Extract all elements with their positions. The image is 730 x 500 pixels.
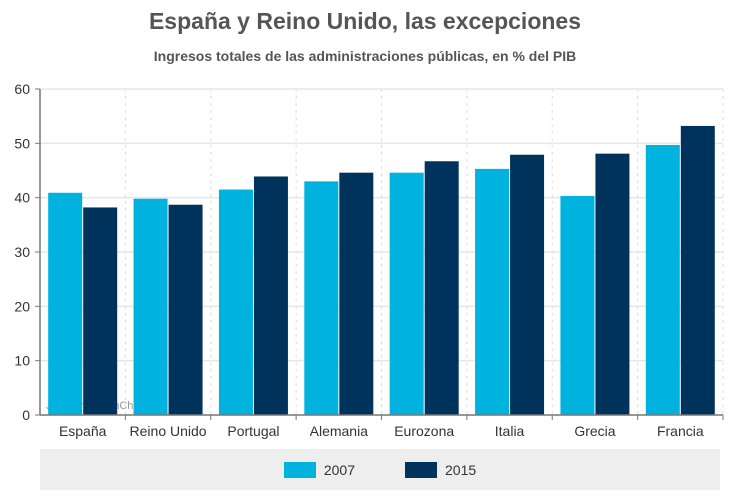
y-tick-label: 60 [14,81,30,97]
bar-2015 [83,207,118,415]
x-tick-label: Grecia [574,423,615,439]
bar-2015 [339,172,374,415]
legend: 2007 2015 [40,449,720,490]
bar-2015 [510,154,545,415]
bar-2015 [253,176,288,415]
x-tick-label: Portugal [227,423,279,439]
bar-2007 [133,198,168,415]
y-tick-label: 40 [14,190,30,206]
legend-item-2015[interactable]: 2015 [405,461,477,478]
legend-swatch [405,461,437,478]
y-tick-label: 10 [14,353,30,369]
x-tick-label: España [59,423,107,439]
y-tick-label: 50 [14,135,30,151]
bar-2015 [680,125,715,416]
bar-2007 [560,196,595,415]
bar-2007 [475,168,510,415]
y-tick-label: 20 [14,298,30,314]
bar-2007 [304,181,339,415]
x-tick-label: Reino Unido [130,423,207,439]
bar-2015 [168,204,203,415]
x-tick-label: Eurozona [394,423,454,439]
bar-2007 [389,172,424,415]
legend-label: 2007 [323,461,355,478]
bar-2007 [218,189,253,415]
x-tick-label: Italia [495,423,525,439]
bar-2015 [595,153,630,415]
legend-swatch [283,461,316,478]
legend-label: 2015 [445,461,477,478]
bar-2007 [48,192,83,415]
x-tick-label: Alemania [310,423,369,439]
x-tick-label: Francia [657,423,704,439]
bar-chart: 0102030405060JS chart by amChartsEspañaR… [14,81,724,439]
legend-item-2007[interactable]: 2007 [283,461,355,478]
bar-2015 [424,161,459,415]
y-tick-label: 0 [22,407,30,423]
chart-title: España y Reino Unido, las excepciones [148,8,582,34]
chart-subtitle: Ingresos totales de las administraciones… [153,48,577,64]
bar-2007 [645,144,680,416]
y-tick-label: 30 [14,244,30,260]
